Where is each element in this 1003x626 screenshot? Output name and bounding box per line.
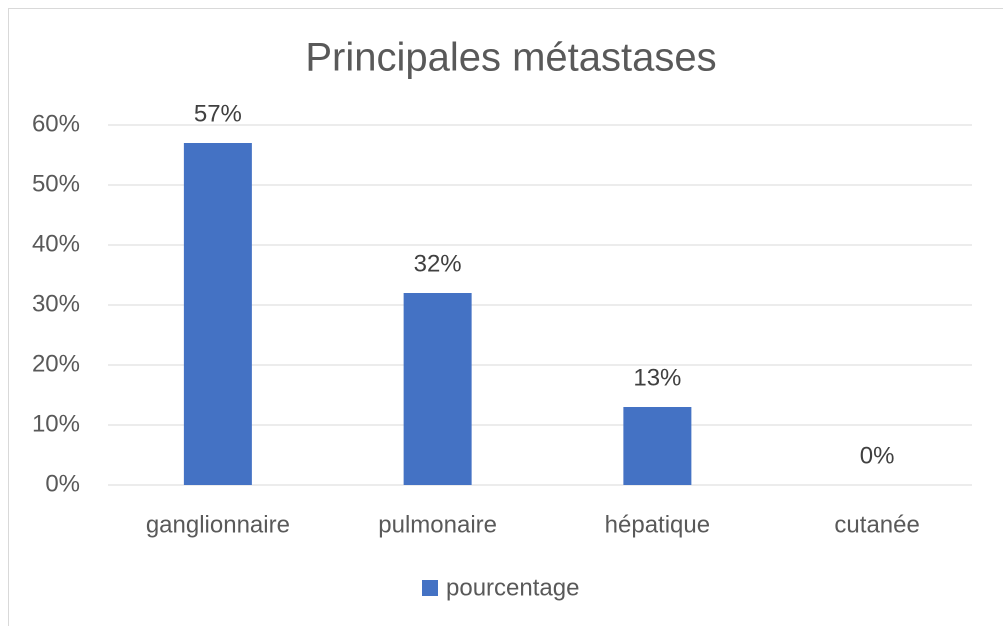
bar — [183, 143, 252, 485]
data-label: 13% — [633, 364, 681, 391]
legend-label: pourcentage — [446, 574, 579, 601]
y-tick-label: 0% — [45, 470, 80, 497]
data-label: 32% — [414, 250, 462, 277]
y-tick-label: 50% — [32, 170, 80, 197]
data-label: 57% — [194, 100, 242, 127]
x-tick-label: cutanée — [834, 511, 919, 538]
x-tick-label: pulmonaire — [378, 511, 497, 538]
y-tick-label: 10% — [32, 410, 80, 437]
x-tick-label: ganglionnaire — [146, 511, 290, 538]
y-tick-label: 20% — [32, 350, 80, 377]
data-label: 0% — [860, 442, 895, 469]
chart-title: Principales métastases — [305, 36, 716, 80]
y-tick-label: 30% — [32, 290, 80, 317]
x-tick-label: hépatique — [605, 511, 710, 538]
y-tick-label: 40% — [32, 230, 80, 257]
legend-swatch — [422, 580, 438, 596]
y-tick-label: 60% — [32, 110, 80, 137]
bar — [403, 293, 472, 485]
chart-frame — [8, 8, 1003, 626]
bar — [623, 407, 692, 485]
